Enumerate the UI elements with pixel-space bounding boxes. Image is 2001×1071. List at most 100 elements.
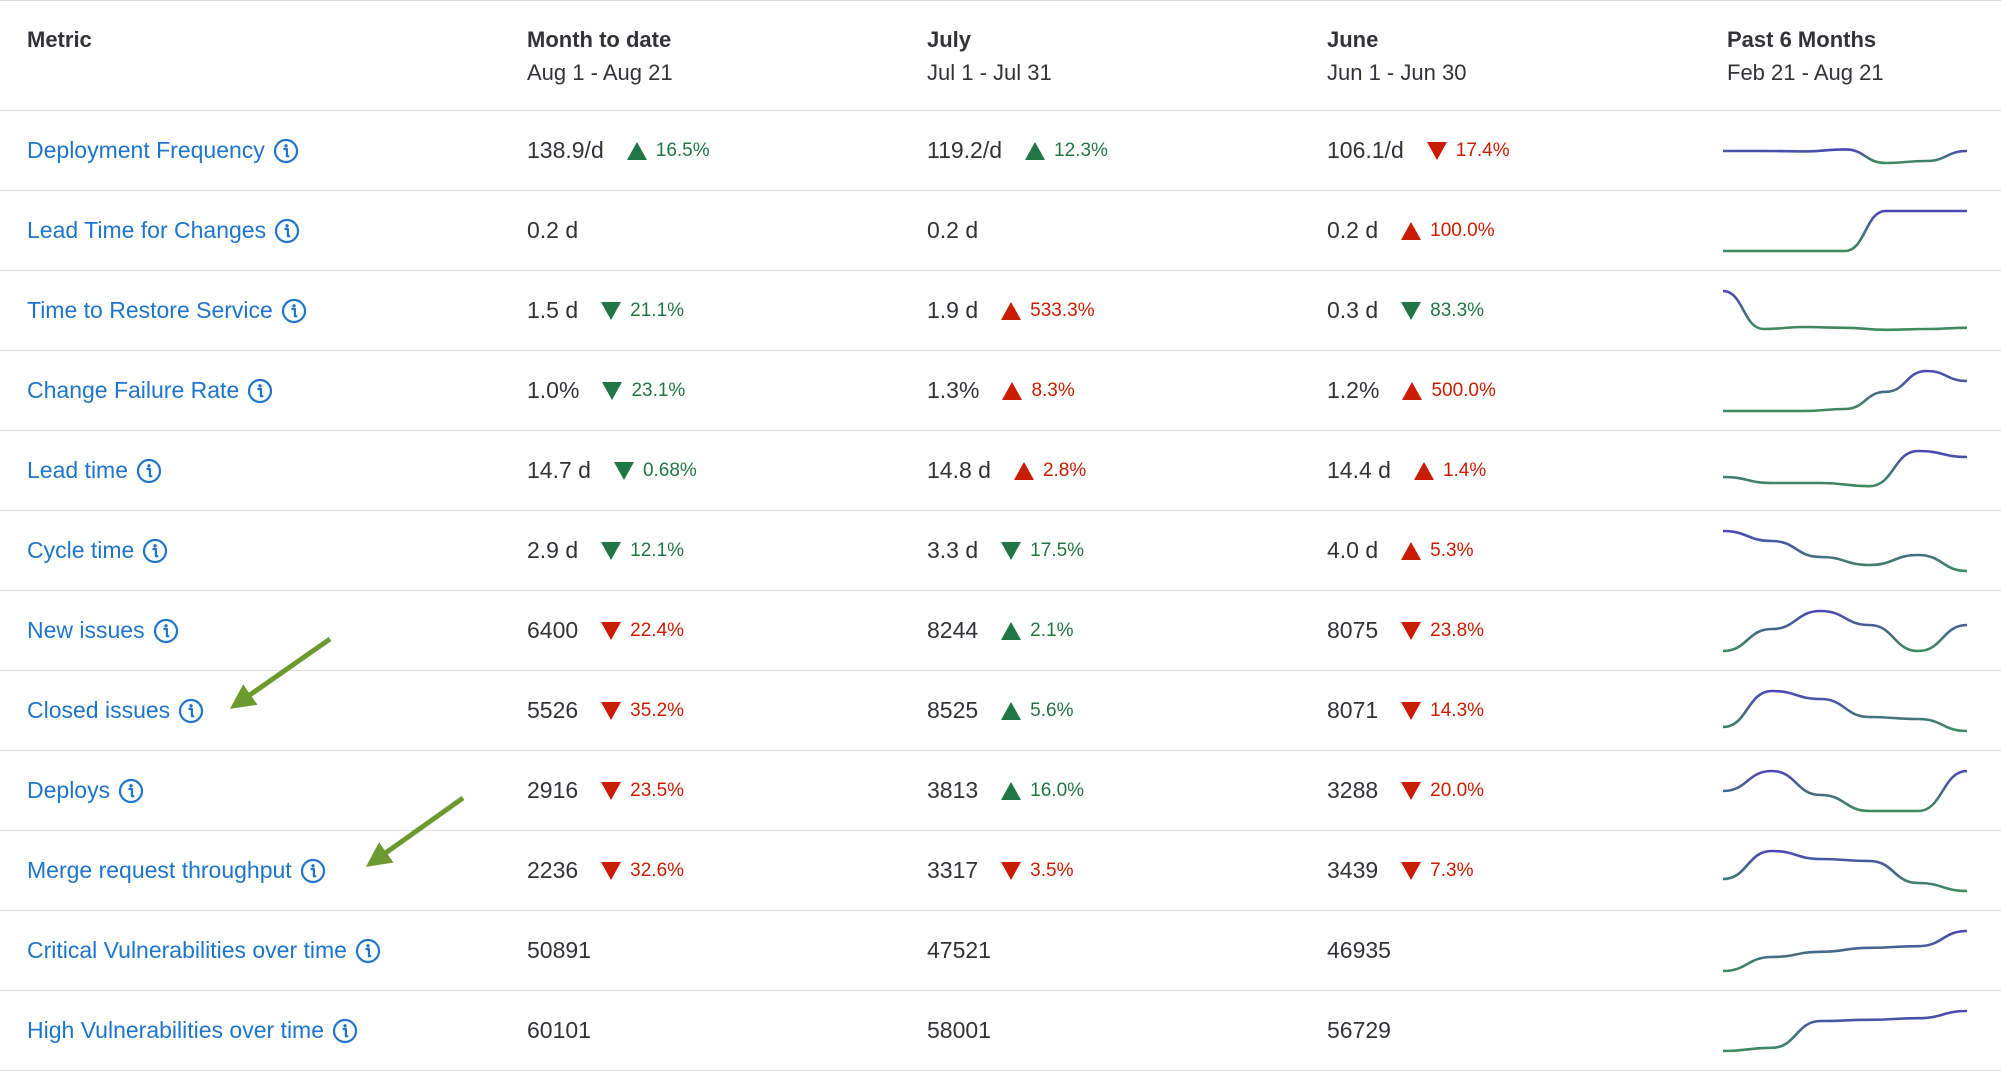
triangle-down-icon bbox=[601, 861, 622, 880]
info-icon[interactable] bbox=[281, 298, 307, 324]
metric-link-closed-issues[interactable]: Closed issues bbox=[27, 697, 204, 724]
header-metric-label: Metric bbox=[27, 27, 92, 52]
info-icon[interactable] bbox=[247, 378, 273, 404]
metric-value: 119.2/d bbox=[927, 137, 1003, 163]
sparkline-line bbox=[1723, 369, 1968, 413]
change-percent: 22.4% bbox=[630, 619, 685, 641]
change-percent: 500.0% bbox=[1431, 379, 1496, 401]
metric-name: Cycle time bbox=[27, 537, 135, 563]
metric-value: 60101 bbox=[527, 1017, 591, 1043]
table-header: Metric Month to date Aug 1 - Aug 21 July… bbox=[0, 0, 2001, 111]
value-cell: 1.0% 23.1% bbox=[527, 377, 685, 404]
info-icon[interactable] bbox=[153, 618, 179, 644]
metric-name: High Vulnerabilities over time bbox=[27, 1017, 325, 1043]
change-indicator: 17.4% bbox=[1426, 140, 1510, 162]
change-indicator: 83.3% bbox=[1400, 300, 1484, 322]
metric-value: 6400 bbox=[527, 617, 579, 643]
metric-value: 0.3 d bbox=[1327, 297, 1379, 323]
value-cell: 5526 35.2% bbox=[527, 697, 684, 724]
change-indicator: 1.4% bbox=[1413, 460, 1486, 482]
metric-value: 58001 bbox=[927, 1017, 991, 1043]
triangle-up-icon bbox=[1001, 701, 1022, 720]
change-percent: 2.1% bbox=[1030, 619, 1074, 641]
value-cell: 8075 23.8% bbox=[1327, 617, 1484, 644]
table-row: Deployment Frequency 138.9/d 16.5% 119.2/d 1… bbox=[0, 111, 2001, 191]
value-cell: 2236 32.6% bbox=[527, 857, 684, 884]
metric-link-lead-time-for-changes[interactable]: Lead Time for Changes bbox=[27, 217, 300, 244]
metric-value: 0.2 d bbox=[1327, 217, 1379, 243]
change-percent: 16.5% bbox=[655, 139, 710, 161]
change-indicator: 23.5% bbox=[600, 780, 684, 802]
triangle-up-icon bbox=[1002, 381, 1023, 400]
metric-name: Lead Time for Changes bbox=[27, 217, 267, 243]
info-icon[interactable] bbox=[118, 778, 144, 804]
value-cell: 14.4 d 1.4% bbox=[1327, 457, 1486, 484]
metric-name: Merge request throughput bbox=[27, 857, 292, 883]
sparkline-line bbox=[1723, 148, 1968, 165]
metric-value: 1.3% bbox=[927, 377, 980, 403]
table-row: Lead time 14.7 d 0.68% 14.8 d 2.8% 14.4 d 1.4% bbox=[0, 431, 2001, 511]
metric-name: Change Failure Rate bbox=[27, 377, 240, 403]
metric-link-cycle-time[interactable]: Cycle time bbox=[27, 537, 168, 564]
change-indicator: 32.6% bbox=[600, 860, 684, 882]
metric-value: 4.0 d bbox=[1327, 537, 1379, 563]
metric-link-deployment-frequency[interactable]: Deployment Frequency bbox=[27, 137, 299, 164]
metric-link-critical-vulnerabilities-over-time[interactable]: Critical Vulnerabilities over time bbox=[27, 937, 381, 964]
change-indicator: 5.6% bbox=[1000, 700, 1073, 722]
triangle-down-icon bbox=[601, 621, 622, 640]
info-icon[interactable] bbox=[273, 138, 299, 164]
metric-link-time-to-restore-service[interactable]: Time to Restore Service bbox=[27, 297, 307, 324]
info-icon[interactable] bbox=[274, 218, 300, 244]
table-row: Closed issues 5526 35.2% 8525 5.6% 8071 14.3% bbox=[0, 671, 2001, 751]
sparkline-deploys bbox=[1722, 769, 1968, 813]
value-cell: 138.9/d 16.5% bbox=[527, 137, 710, 164]
metric-link-high-vulnerabilities-over-time[interactable]: High Vulnerabilities over time bbox=[27, 1017, 358, 1044]
info-icon[interactable] bbox=[136, 458, 162, 484]
triangle-down-icon bbox=[613, 461, 634, 480]
sparkline-line bbox=[1722, 769, 1968, 813]
sparkline-new-issues bbox=[1722, 609, 1968, 653]
metric-value: 3317 bbox=[927, 857, 979, 883]
header-june: June Jun 1 - Jun 30 bbox=[1327, 27, 1466, 86]
metric-link-new-issues[interactable]: New issues bbox=[27, 617, 179, 644]
sparkline-time-to-restore-service bbox=[1722, 289, 1968, 332]
value-cell: 2.9 d 12.1% bbox=[527, 537, 684, 564]
header-july: July Jul 1 - Jul 31 bbox=[927, 27, 1052, 86]
info-icon[interactable] bbox=[332, 1018, 358, 1044]
table-row: High Vulnerabilities over time 60101 58001… bbox=[0, 991, 2001, 1071]
sparkline-line bbox=[1722, 449, 1968, 488]
triangle-down-icon bbox=[1426, 141, 1447, 160]
header-column-title: Month to date bbox=[527, 27, 672, 52]
metric-value: 8525 bbox=[927, 697, 979, 723]
change-indicator: 21.1% bbox=[600, 300, 684, 322]
table-row: Merge request throughput 2236 32.6% 3317 3.5… bbox=[0, 831, 2001, 911]
metric-value: 3.3 d bbox=[927, 537, 979, 563]
metric-name: Lead time bbox=[27, 457, 129, 483]
triangle-up-icon bbox=[1025, 141, 1046, 160]
sparkline-line bbox=[1722, 849, 1968, 893]
value-cell: 0.2 d bbox=[527, 217, 578, 244]
metric-link-change-failure-rate[interactable]: Change Failure Rate bbox=[27, 377, 273, 404]
sparkline-line bbox=[1722, 1009, 1968, 1053]
info-icon[interactable] bbox=[178, 698, 204, 724]
change-percent: 100.0% bbox=[1430, 219, 1495, 241]
metric-link-lead-time[interactable]: Lead time bbox=[27, 457, 162, 484]
info-icon[interactable] bbox=[300, 858, 326, 884]
table-row: Lead Time for Changes 0.2 d 0.2 d 0.2 d 100.… bbox=[0, 191, 2001, 271]
triangle-up-icon bbox=[1013, 461, 1034, 480]
change-percent: 23.5% bbox=[630, 779, 685, 801]
change-indicator: 2.1% bbox=[1000, 620, 1073, 642]
value-cell: 1.3% 8.3% bbox=[927, 377, 1075, 404]
metric-link-deploys[interactable]: Deploys bbox=[27, 777, 144, 804]
info-icon[interactable] bbox=[142, 538, 168, 564]
change-indicator: 0.68% bbox=[613, 460, 697, 482]
value-cell: 58001 bbox=[927, 1017, 991, 1044]
info-icon[interactable] bbox=[355, 938, 381, 964]
metric-link-merge-request-throughput[interactable]: Merge request throughput bbox=[27, 857, 326, 884]
change-indicator: 16.0% bbox=[1000, 780, 1084, 802]
sparkline-high-vulnerabilities-over-time bbox=[1722, 1009, 1968, 1053]
change-indicator: 7.3% bbox=[1400, 860, 1473, 882]
value-cell: 3288 20.0% bbox=[1327, 777, 1484, 804]
triangle-up-icon bbox=[1402, 381, 1423, 400]
change-percent: 2.8% bbox=[1042, 459, 1087, 481]
